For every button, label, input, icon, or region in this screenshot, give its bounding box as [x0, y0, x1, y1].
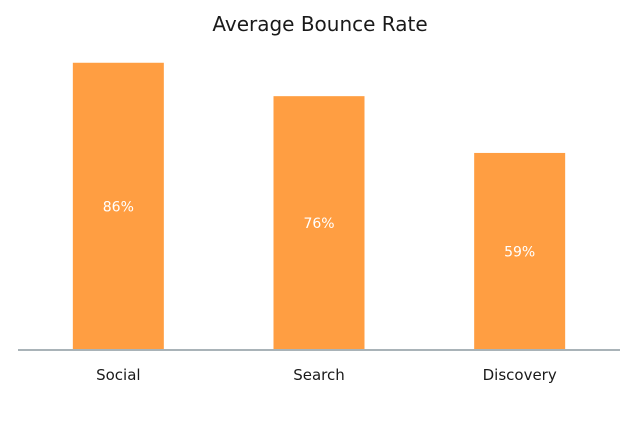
- bar-discovery: [474, 152, 566, 350]
- bar-search: [273, 96, 365, 350]
- chart-title: Average Bounce Rate: [212, 12, 428, 36]
- x-tick-label-search: Search: [293, 366, 345, 384]
- data-label-social: 86%: [103, 199, 134, 215]
- data-label-search: 76%: [303, 216, 334, 232]
- data-label-discovery: 59%: [504, 244, 535, 260]
- x-tick-label-social: Social: [96, 366, 140, 384]
- bar-social: [72, 62, 164, 350]
- x-tick-label-discovery: Discovery: [483, 366, 557, 384]
